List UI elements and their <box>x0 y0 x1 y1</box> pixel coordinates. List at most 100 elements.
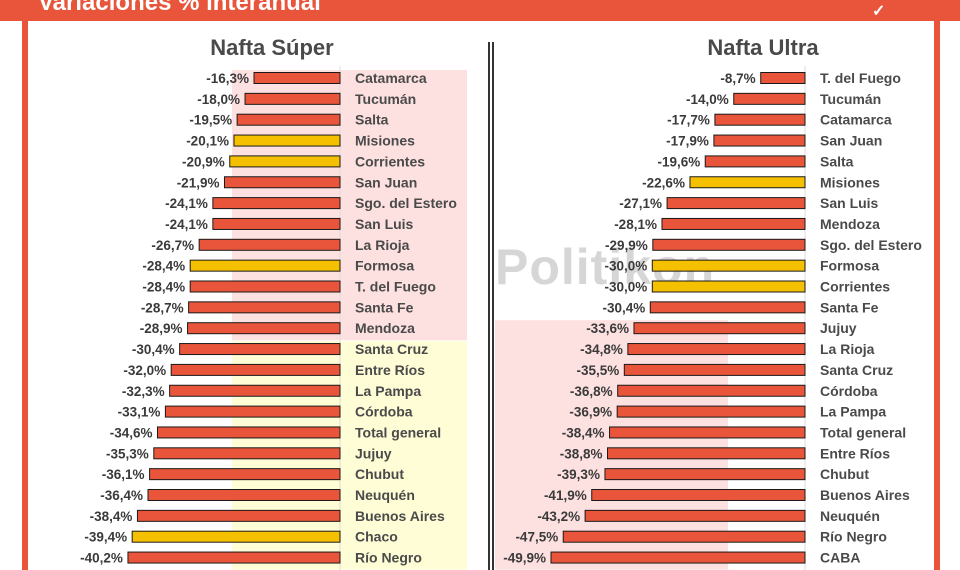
chart-super-value-label-9: -28,4% <box>142 259 185 274</box>
chart-ultra-value-label-10: -30,0% <box>605 280 648 295</box>
chart-ultra-category-label-20: Buenos Aires <box>820 487 910 503</box>
chart-super-category-label-0: Catamarca <box>355 70 427 86</box>
chart-super-category-label-8: La Rioja <box>355 237 410 253</box>
chart-super-category-label-3: Misiones <box>355 133 415 149</box>
chart-divider-line-1 <box>488 42 490 570</box>
chart-super-bar-6 <box>212 197 341 210</box>
chart-divider-line-2 <box>492 42 494 570</box>
chart-ultra-category-label-23: CABA <box>820 550 860 566</box>
chart-super-category-label-13: Santa Cruz <box>355 341 428 357</box>
chart-ultra-bar-2 <box>714 113 806 126</box>
chart-ultra-bar-7 <box>661 217 806 230</box>
chart-super-bar-16 <box>164 405 341 418</box>
chart-super-category-label-17: Total general <box>355 424 441 440</box>
chart-super-bar-22 <box>131 530 341 543</box>
chart-ultra-bar-1 <box>733 92 806 105</box>
chart-ultra-band-pink-0 <box>495 320 728 570</box>
chart-super-value-label-23: -40,2% <box>80 551 123 566</box>
chart-ultra-bar-19 <box>604 468 806 481</box>
chart-ultra-category-label-19: Chubut <box>820 466 869 482</box>
chart-ultra-value-label-1: -14,0% <box>686 92 729 107</box>
chart-ultra-value-label-13: -34,8% <box>580 342 623 357</box>
chart-ultra-value-label-6: -27,1% <box>619 196 662 211</box>
chart-super-value-label-21: -38,4% <box>90 509 133 524</box>
chart-super-value-label-18: -35,3% <box>106 446 149 461</box>
chart-ultra-value-label-18: -38,8% <box>560 446 603 461</box>
chart-ultra-category-label-4: Salta <box>820 153 854 169</box>
chart-super-value-label-6: -24,1% <box>165 196 208 211</box>
chart-super-category-label-5: San Juan <box>355 174 417 190</box>
chart-ultra-bar-22 <box>562 530 806 543</box>
chart-super-category-label-19: Chubut <box>355 466 404 482</box>
chart-ultra-value-label-15: -36,8% <box>570 384 613 399</box>
chart-ultra-value-label-22: -47,5% <box>515 530 558 545</box>
chart-super-category-label-7: San Luis <box>355 216 414 232</box>
chart-super-value-label-13: -30,4% <box>132 342 175 357</box>
chart-ultra-value-label-11: -30,4% <box>602 300 645 315</box>
chart-ultra-value-label-16: -36,9% <box>569 405 612 420</box>
chart-ultra-bar-20 <box>591 489 806 501</box>
chart-ultra-bar-21 <box>584 509 806 522</box>
chart-super-category-label-22: Chaco <box>355 529 398 545</box>
chart-ultra-value-label-23: -49,9% <box>503 551 546 566</box>
chart-super-category-label-12: Mendoza <box>355 320 415 336</box>
chart-super-value-label-10: -28,4% <box>142 280 185 295</box>
chart-super-category-label-10: T. del Fuego <box>355 279 436 295</box>
chart-super-title: Nafta Súper <box>210 35 334 60</box>
chart-ultra-category-label-15: Córdoba <box>820 383 878 399</box>
chart-super-bar-19 <box>149 468 341 481</box>
chart-ultra-bar-13 <box>627 343 806 356</box>
chart-super-bar-15 <box>169 384 341 397</box>
chart-ultra-bar-4 <box>704 155 806 168</box>
chart-ultra-value-label-2: -17,7% <box>667 113 710 128</box>
chart-ultra-bar-23 <box>550 551 806 564</box>
chart-super-value-label-2: -19,5% <box>189 113 232 128</box>
chart-ultra-value-label-21: -43,2% <box>537 509 580 524</box>
chart-super-bar-9 <box>189 259 341 272</box>
chart-super-bar-21 <box>136 509 341 522</box>
chart-ultra-value-label-7: -28,1% <box>614 217 657 232</box>
chart-super-category-label-23: Río Negro <box>355 550 422 566</box>
chart-super-category-label-18: Jujuy <box>355 445 392 461</box>
chart-super-bar-2 <box>236 113 341 126</box>
chart-super-bar-5 <box>223 176 341 189</box>
chart-super-value-label-5: -21,9% <box>177 175 220 190</box>
chart-ultra-bar-14 <box>623 363 806 376</box>
chart-super-value-label-20: -36,4% <box>100 488 143 503</box>
chart-ultra-value-label-17: -38,4% <box>562 425 605 440</box>
chart-super-bar-23 <box>127 551 341 564</box>
chart-super-bar-10 <box>189 280 341 293</box>
chart-ultra-value-label-0: -8,7% <box>720 71 755 86</box>
chart-ultra-category-label-22: Río Negro <box>820 529 887 545</box>
chart-super-value-label-14: -32,0% <box>123 363 166 378</box>
chart-super-bar-11 <box>188 301 341 314</box>
chart-ultra-category-label-7: Mendoza <box>820 216 880 232</box>
chart-ultra-value-label-5: -22,6% <box>642 175 685 190</box>
chart-super-bar-7 <box>212 217 341 230</box>
chart-ultra-category-label-13: La Rioja <box>820 341 875 357</box>
chart-ultra-bar-6 <box>666 197 806 210</box>
chart-ultra-bar-5 <box>689 176 806 189</box>
chart-ultra-bar-12 <box>633 322 806 335</box>
chart-super-value-label-7: -24,1% <box>165 217 208 232</box>
chart-super-value-label-15: -32,3% <box>122 384 165 399</box>
chart-super-bar-3 <box>233 134 341 147</box>
chart-super-bar-8 <box>198 238 341 251</box>
chart-ultra-value-label-12: -33,6% <box>586 321 629 336</box>
frame-left-border <box>22 0 28 570</box>
chart-ultra-category-label-17: Total general <box>820 424 906 440</box>
chart-ultra-category-label-18: Entre Ríos <box>820 445 890 461</box>
chart-ultra-category-label-1: Tucumán <box>820 91 881 107</box>
chart-ultra-bar-17 <box>609 426 806 439</box>
brand-logo-icon: ✓ <box>872 3 886 20</box>
chart-ultra-category-label-21: Neuquén <box>820 508 880 524</box>
chart-super-category-label-1: Tucumán <box>355 91 416 107</box>
chart-super-value-label-22: -39,4% <box>84 530 127 545</box>
chart-super-category-label-20: Neuquén <box>355 487 415 503</box>
chart-super-bar-18 <box>153 447 341 460</box>
chart-super-bar-12 <box>187 322 341 335</box>
chart-ultra-category-label-14: Santa Cruz <box>820 362 893 378</box>
chart-ultra-category-label-0: T. del Fuego <box>820 70 901 86</box>
chart-super-category-label-14: Entre Ríos <box>355 362 425 378</box>
chart-super-bar-4 <box>229 155 341 168</box>
